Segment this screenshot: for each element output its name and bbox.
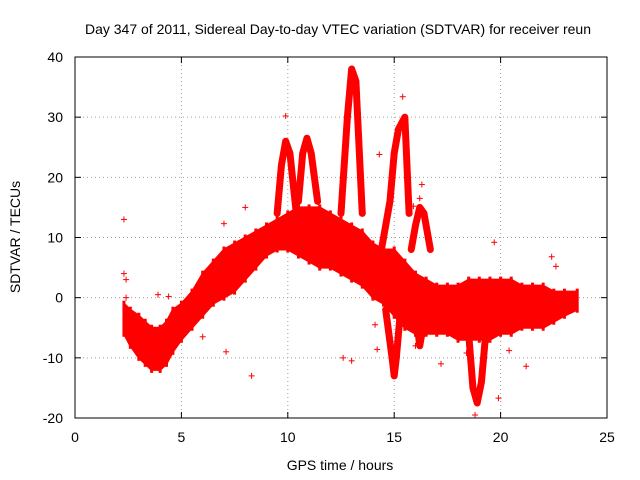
spike-trace bbox=[377, 113, 413, 254]
spike-trace bbox=[273, 137, 300, 217]
outlier-point bbox=[220, 220, 227, 227]
y-axis-label: SDTVAR / TECUs bbox=[7, 181, 23, 293]
outlier-point bbox=[248, 372, 255, 379]
outlier-point bbox=[548, 253, 555, 260]
x-axis-label: GPS time / hours bbox=[287, 457, 394, 473]
outlier-point bbox=[123, 294, 130, 301]
x-tick-label: 25 bbox=[599, 429, 615, 445]
spike-trace bbox=[337, 65, 366, 217]
outlier-point bbox=[529, 318, 536, 325]
outlier-point bbox=[348, 357, 355, 364]
outlier-point bbox=[418, 181, 425, 188]
outlier-point bbox=[182, 306, 189, 313]
axis-ticks bbox=[74, 56, 608, 419]
outlier-point bbox=[491, 239, 498, 246]
outlier-point bbox=[374, 346, 381, 353]
outlier-point bbox=[223, 348, 230, 355]
outlier-point bbox=[165, 293, 172, 300]
outlier-point bbox=[120, 216, 127, 223]
spike-trace bbox=[407, 203, 434, 254]
outlier-point bbox=[495, 395, 502, 402]
y-tick-label: 10 bbox=[47, 230, 63, 246]
outlier-point bbox=[472, 411, 479, 418]
outlier-point bbox=[552, 263, 559, 270]
outlier-point bbox=[399, 93, 406, 100]
x-tick-label: 5 bbox=[178, 429, 186, 445]
data-points bbox=[120, 65, 579, 418]
outlier-point bbox=[523, 363, 530, 370]
y-tick-label: 0 bbox=[55, 290, 63, 306]
spike-trace bbox=[294, 134, 322, 205]
outlier-point bbox=[237, 240, 244, 247]
y-tick-labels: -20 -10 0 10 20 30 40 bbox=[43, 49, 63, 426]
outlier-point bbox=[416, 195, 423, 202]
outlier-point bbox=[282, 112, 289, 119]
outlier-point bbox=[242, 204, 249, 211]
x-tick-label: 20 bbox=[493, 429, 509, 445]
outlier-point bbox=[376, 151, 383, 158]
y-tick-label: -20 bbox=[43, 410, 63, 426]
outlier-point bbox=[506, 347, 513, 354]
x-tick-labels: 0 5 10 15 20 25 bbox=[71, 429, 615, 445]
outlier-point bbox=[120, 270, 127, 277]
outlier-point bbox=[154, 291, 161, 298]
y-tick-label: 20 bbox=[47, 169, 63, 185]
y-tick-label: 40 bbox=[47, 49, 63, 65]
dip-trace bbox=[411, 306, 428, 350]
outlier-point bbox=[123, 276, 130, 283]
x-tick-label: 15 bbox=[386, 429, 402, 445]
outlier-point bbox=[438, 360, 445, 367]
dip-trace bbox=[465, 330, 490, 407]
y-tick-label: -10 bbox=[43, 350, 63, 366]
outlier-point bbox=[412, 342, 419, 349]
outlier-point bbox=[199, 333, 206, 340]
dip-trace bbox=[382, 306, 405, 380]
outlier-point bbox=[372, 321, 379, 328]
outlier-point bbox=[340, 354, 347, 361]
outlier-point bbox=[410, 203, 417, 210]
x-tick-label: 0 bbox=[71, 429, 79, 445]
outlier-point bbox=[561, 306, 568, 313]
outlier-point bbox=[463, 350, 470, 357]
chart-title: Day 347 of 2011, Sidereal Day-to-day VTE… bbox=[85, 21, 591, 37]
y-tick-label: 30 bbox=[47, 109, 63, 125]
x-tick-label: 10 bbox=[280, 429, 296, 445]
